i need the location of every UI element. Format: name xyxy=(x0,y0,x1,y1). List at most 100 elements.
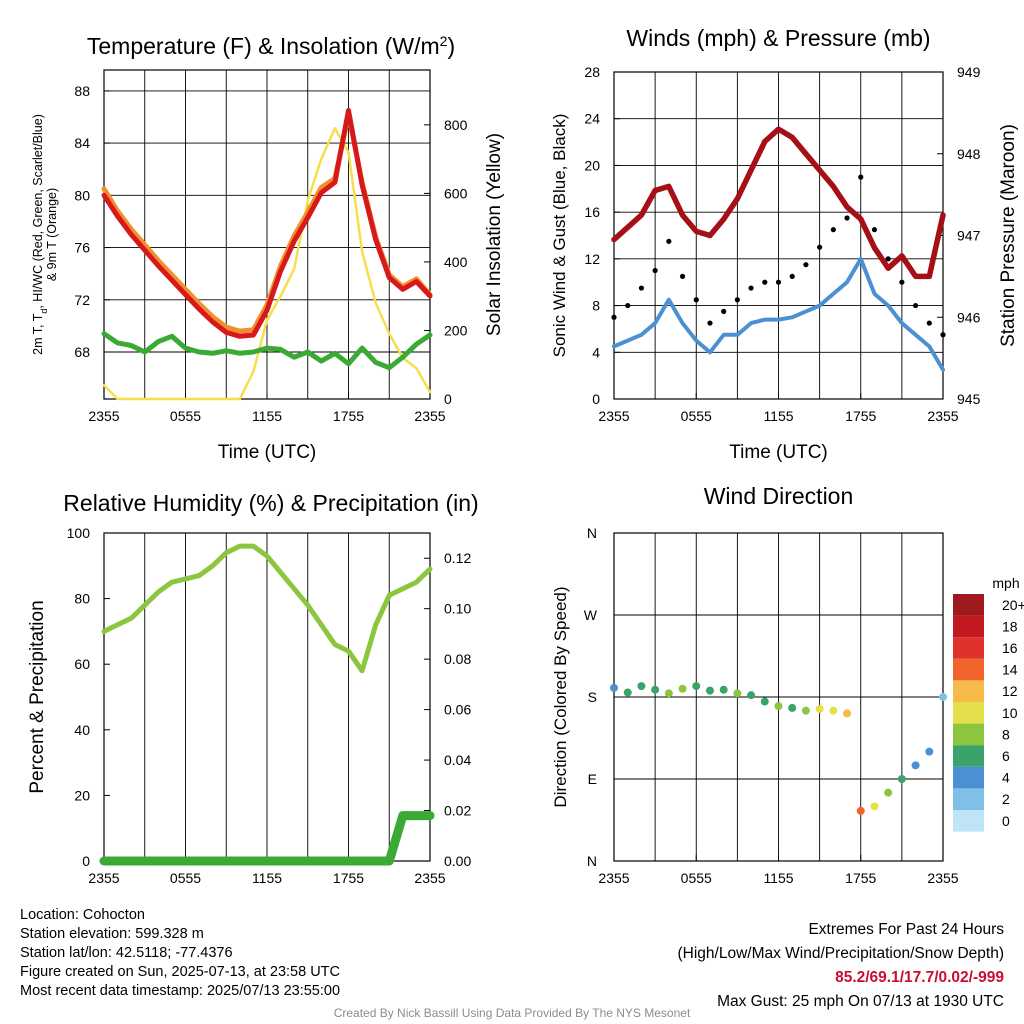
y-right-tick-label: 0.06 xyxy=(444,702,471,718)
legend-swatch xyxy=(953,810,984,832)
direction-point xyxy=(870,802,879,811)
station-info: Location: Cohocton Station elevation: 59… xyxy=(20,906,340,1001)
y-tick-label: 0 xyxy=(592,391,600,407)
created-text: Figure created on Sun, 2025-07-13, at 23… xyxy=(20,964,340,980)
x-tick-label: 1755 xyxy=(845,870,876,886)
direction-point xyxy=(829,706,838,715)
y-right-tick-label: 948 xyxy=(957,146,981,162)
winds-panel: 2355 0555 1155 1755 235504812162024289459469… xyxy=(550,25,1019,463)
y-label-part: , HI/WC (Red, Green, Scarlet/Blue) xyxy=(31,114,45,309)
y-axis-label: Percent & Precipitation xyxy=(27,600,48,793)
legend-title: mph xyxy=(992,575,1019,591)
gust-point xyxy=(789,273,795,279)
direction-point xyxy=(747,691,756,700)
y-tick-label: 72 xyxy=(74,292,90,308)
gust-point xyxy=(912,302,919,309)
y-label-sub: d xyxy=(39,309,49,314)
direction-point xyxy=(925,747,934,756)
gust-point xyxy=(926,320,932,326)
y-tick-label: 80 xyxy=(74,591,90,607)
gust-point xyxy=(899,279,905,285)
direction-point xyxy=(678,684,687,693)
x-axis-label: Time (UTC) xyxy=(729,442,828,463)
y-tick-label: S xyxy=(588,689,597,705)
y-right-axis-label: Station Pressure (Maroon) xyxy=(998,124,1019,347)
gust-point xyxy=(611,314,617,320)
extremes-values: 85.2/69.1/17.7/0.02/-999 xyxy=(835,969,1004,986)
direction-point xyxy=(843,709,852,718)
speed-legend: mph 20+ 18 16 14 12 10 8 6 4 2 0 xyxy=(953,575,1024,832)
direction-point xyxy=(815,704,824,713)
direction-point xyxy=(610,683,618,692)
x-tick-label: 2355 xyxy=(414,408,445,424)
legend-label: 12 xyxy=(1002,683,1018,699)
insolation-line xyxy=(102,127,432,401)
legend-swatch xyxy=(953,615,984,638)
gust-point xyxy=(666,238,672,244)
chart-title: Wind Direction xyxy=(704,483,854,509)
x-tick-label: 2355 xyxy=(414,870,445,886)
x-tick-label: 1155 xyxy=(252,870,282,886)
x-tick-label: 2355 xyxy=(88,870,119,886)
x-tick-label: 2355 xyxy=(598,408,629,424)
gust-point xyxy=(830,227,836,233)
y-tick-label: 4 xyxy=(592,344,600,360)
y-tick-label: 60 xyxy=(74,656,90,672)
gust-point xyxy=(693,297,699,303)
y-tick-label: E xyxy=(588,771,597,787)
chart-title: Temperature (F) & Insolation (W/m2) xyxy=(87,33,455,59)
extremes-subtitle: (High/Low/Max Wind/Precipitation/Snow De… xyxy=(677,945,1005,962)
gust-point xyxy=(707,320,713,326)
temp-line xyxy=(101,108,433,339)
y-tick-label: N xyxy=(587,525,597,541)
direction-point xyxy=(664,689,673,698)
y-tick-label: N xyxy=(587,853,597,869)
y-tick-label: 0 xyxy=(82,853,90,869)
gust-point xyxy=(817,244,823,250)
title-main: Temperature (F) & Insolation (W/m xyxy=(87,33,440,59)
legend-swatch xyxy=(953,745,984,767)
chart-title: Relative Humidity (%) & Precipitation (i… xyxy=(63,490,478,516)
gust-point xyxy=(748,285,754,291)
max-gust-text: Max Gust: 25 mph On 07/13 at 1930 UTC xyxy=(717,993,1004,1010)
latlon-text: Station lat/lon: 42.5118; -77.4376 xyxy=(20,945,233,961)
y-tick-label: 68 xyxy=(74,344,90,360)
legend-label: 18 xyxy=(1002,618,1018,634)
wind-line xyxy=(612,256,945,372)
y-tick-label: 76 xyxy=(74,240,90,256)
legend-label: 10 xyxy=(1002,705,1018,721)
direction-point xyxy=(705,686,714,695)
y-right-tick-label: 946 xyxy=(957,309,981,325)
x-tick-label: 1155 xyxy=(252,408,282,424)
direction-point xyxy=(939,693,947,701)
x-tick-label: 0555 xyxy=(681,408,712,424)
x-tick-label: 2355 xyxy=(88,408,119,424)
direction-point xyxy=(774,702,783,711)
legend-swatch xyxy=(953,702,984,724)
y-tick-label: W xyxy=(584,607,598,623)
gust-point xyxy=(721,308,727,315)
recent-data-text: Most recent data timestamp: 2025/07/13 2… xyxy=(20,983,341,999)
x-tick-label: 1755 xyxy=(333,408,364,424)
gust-point xyxy=(858,174,864,180)
gust-point xyxy=(734,297,740,303)
y-tick-label: 16 xyxy=(584,204,600,220)
direction-point xyxy=(884,788,893,797)
y-axis-label: Direction (Colored By Speed) xyxy=(551,586,570,807)
x-axis-label: Time (UTC) xyxy=(218,442,317,463)
gust-point xyxy=(638,285,645,291)
rh-line xyxy=(101,543,433,674)
legend-label: 8 xyxy=(1002,726,1010,742)
direction-point xyxy=(897,775,906,783)
y-tick-label: 12 xyxy=(584,251,600,267)
y-right-tick-label: 200 xyxy=(444,322,468,338)
y-axis-label-line2: & 9m T (Orange) xyxy=(45,188,59,281)
temperature-panel: 2355 0555 1155 1755 2355 68 72 76 80 84 88 0 200 400 6… xyxy=(31,33,505,463)
dewpoint-line xyxy=(101,331,433,371)
precip-line xyxy=(99,811,435,866)
gust-point xyxy=(803,262,809,268)
gust-point xyxy=(871,227,878,233)
direction-point xyxy=(911,761,920,770)
chart-title: Winds (mph) & Pressure (mb) xyxy=(626,25,930,51)
